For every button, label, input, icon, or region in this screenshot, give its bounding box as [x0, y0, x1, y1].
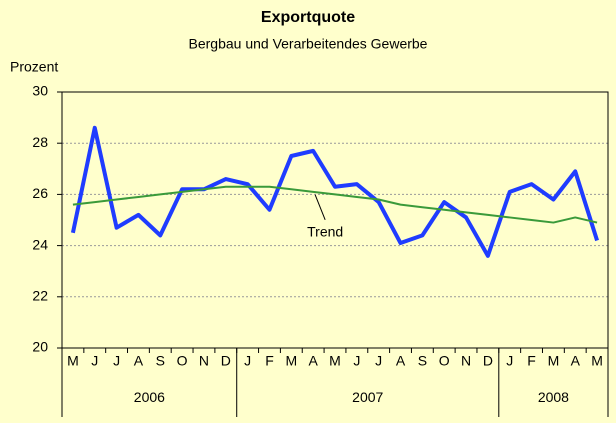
- y-tick-label: 22: [32, 288, 48, 304]
- x-tick-label: S: [418, 353, 427, 369]
- x-tick-label: J: [244, 353, 251, 369]
- annotation: Trend: [307, 224, 343, 240]
- x-tick-label: N: [461, 353, 471, 369]
- x-tick-label: A: [134, 353, 144, 369]
- x-tick-label: N: [199, 353, 209, 369]
- x-tick-label: O: [439, 353, 450, 369]
- x-tick-label: J: [506, 353, 513, 369]
- x-tick-label: F: [527, 353, 536, 369]
- x-tick-label: A: [396, 353, 406, 369]
- x-tick-label: D: [483, 353, 493, 369]
- y-tick-label: 30: [32, 83, 48, 99]
- series-line: [70, 125, 599, 258]
- y-axis-label: Prozent: [10, 59, 58, 75]
- series-line: [72, 185, 598, 224]
- y-tick-label: 20: [32, 339, 48, 355]
- annotation-pointer: [314, 194, 326, 221]
- x-tick-label: M: [548, 353, 560, 369]
- plot-frame: [61, 91, 609, 349]
- y-tick-label: 24: [32, 236, 48, 252]
- year-label: 2008: [538, 389, 569, 405]
- x-tick-label: A: [308, 353, 318, 369]
- x-tick-label: D: [221, 353, 231, 369]
- x-tick-label: A: [571, 353, 581, 369]
- chart-title: Exportquote: [261, 9, 355, 26]
- y-tick-label: 26: [32, 185, 48, 201]
- year-label: 2006: [134, 389, 165, 405]
- x-tick-label: M: [591, 353, 603, 369]
- x-tick-label: F: [265, 353, 274, 369]
- chart-subtitle: Bergbau und Verarbeitendes Gewerbe: [189, 36, 428, 52]
- x-tick-label: J: [375, 353, 382, 369]
- x-tick-label: J: [91, 353, 98, 369]
- x-tick-label: M: [67, 353, 79, 369]
- x-tick-label: S: [156, 353, 165, 369]
- x-tick-label: M: [285, 353, 297, 369]
- x-tick-label: J: [353, 353, 360, 369]
- x-tick-label: O: [177, 353, 188, 369]
- year-label: 2007: [352, 389, 383, 405]
- y-tick-label: 28: [32, 134, 48, 150]
- x-tick-label: J: [113, 353, 120, 369]
- x-tick-label: M: [329, 353, 341, 369]
